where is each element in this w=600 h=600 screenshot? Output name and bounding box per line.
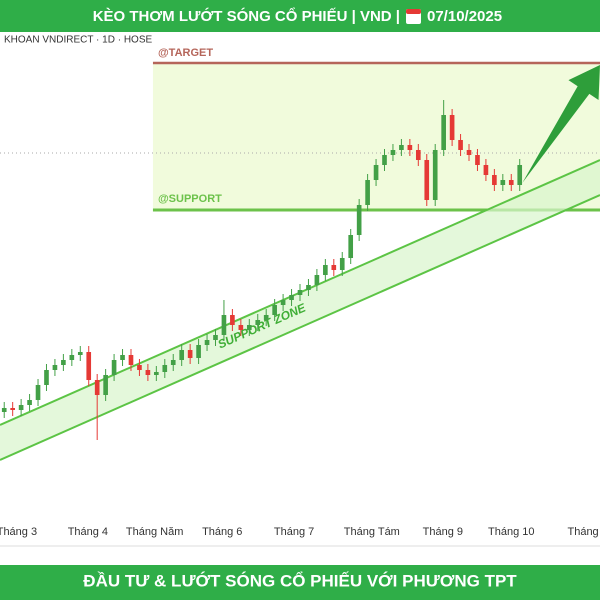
candle-body	[263, 315, 269, 320]
candle-body	[508, 180, 514, 185]
candle-body	[441, 115, 446, 150]
x-tick-label: Tháng 3	[0, 526, 37, 538]
x-tick-label: Tháng 4	[68, 526, 108, 538]
candle-body	[238, 325, 244, 330]
candle-body	[449, 115, 455, 140]
candle-body	[500, 180, 506, 185]
candle-body	[306, 285, 311, 290]
candle-body	[314, 275, 320, 285]
support-channel	[0, 160, 600, 460]
x-tick-label: Tháng 10	[488, 526, 534, 538]
candle-body	[424, 160, 430, 200]
candle-body	[230, 315, 235, 325]
x-tick-label: Tháng Năm	[126, 526, 183, 538]
candle-body	[246, 325, 252, 330]
x-tick-label: Tháng Tám	[344, 526, 400, 538]
candle-body	[356, 205, 362, 235]
target-arrow	[522, 65, 600, 183]
candle-body	[221, 315, 227, 335]
target-label: @TARGET	[158, 47, 213, 59]
candle-body	[204, 340, 210, 345]
support-label: @SUPPORT	[158, 193, 222, 205]
candle-body	[103, 375, 108, 395]
candle-body	[69, 355, 75, 360]
candle-body	[170, 360, 176, 365]
candle-body	[289, 295, 294, 300]
candle-body	[432, 150, 438, 200]
candle-body	[111, 360, 117, 375]
candle-body	[255, 320, 261, 325]
channel-lower	[0, 194, 600, 461]
candle-body	[61, 360, 66, 365]
header-date: 07/10/2025	[427, 8, 502, 25]
candle-body	[458, 140, 463, 150]
x-tick-label: Tháng 7	[274, 526, 314, 538]
x-tick-label: Tháng 6	[202, 526, 242, 538]
candle-body	[154, 372, 159, 375]
candle-body	[365, 180, 370, 205]
candle-body	[492, 175, 497, 185]
candle-body	[331, 265, 337, 270]
candle-body	[1, 408, 7, 412]
candle-body	[128, 355, 134, 365]
candle-body	[297, 290, 303, 295]
candle-body	[77, 352, 83, 355]
candle-body	[196, 345, 201, 358]
candle-body	[348, 235, 354, 258]
candle-body	[187, 350, 193, 358]
footer-text: ĐẦU TƯ & LƯỚT SÓNG CỔ PHIẾU VỚI PHƯƠNG T…	[83, 571, 517, 590]
candle-body	[399, 145, 404, 150]
candle-body	[94, 380, 100, 395]
header-bar	[0, 0, 600, 32]
candle-body	[120, 355, 125, 360]
candle-body	[390, 150, 396, 155]
candle-body	[272, 305, 277, 315]
candle-body	[280, 300, 286, 305]
candle-body	[483, 165, 489, 175]
candle-body	[517, 165, 523, 185]
candle-body	[18, 405, 24, 410]
candle-body	[373, 165, 379, 180]
candle-body	[407, 145, 413, 150]
calendar-icon	[406, 9, 421, 24]
candle-body	[475, 155, 480, 165]
candle-body	[27, 400, 32, 405]
candle-body	[44, 370, 49, 385]
candle-body	[86, 352, 92, 380]
candle-body	[137, 365, 142, 370]
x-tick-label: Tháng 9	[423, 526, 463, 538]
chart-subtitle: KHOAN VNDIRECT · 1D · HOSE	[4, 35, 152, 46]
candle-body	[52, 365, 58, 370]
candle-body	[10, 408, 15, 410]
x-tick-label: Tháng	[567, 526, 598, 538]
candle-body	[415, 150, 421, 160]
candle-body	[466, 150, 472, 155]
footer-bar	[0, 565, 600, 600]
target-zone	[152, 63, 600, 210]
candle-body	[35, 385, 41, 400]
candle-body	[382, 155, 387, 165]
candle-body	[145, 370, 151, 375]
candle-body	[162, 365, 168, 372]
candle-body	[323, 265, 328, 275]
candle-body	[213, 335, 218, 340]
candle-body	[339, 258, 345, 270]
candle-body	[179, 350, 185, 360]
header-title: KÈO THƠM LƯỚT SÓNG CỔ PHIẾU | VND |	[93, 7, 400, 25]
